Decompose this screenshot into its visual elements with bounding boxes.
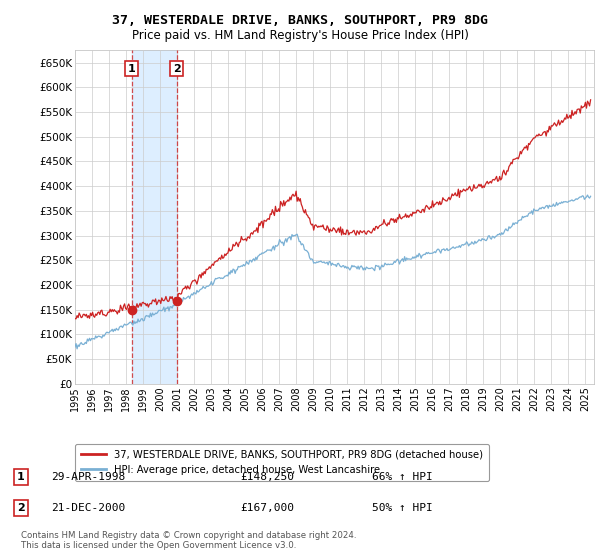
Text: 1: 1: [17, 472, 25, 482]
Bar: [131, 50, 176, 384]
Text: 50% ↑ HPI: 50% ↑ HPI: [372, 503, 433, 513]
Legend: 37, WESTERDALE DRIVE, BANKS, SOUTHPORT, PR9 8DG (detached house), HPI: Average p: 37, WESTERDALE DRIVE, BANKS, SOUTHPORT, …: [75, 444, 489, 480]
Text: 1: 1: [128, 64, 136, 74]
Text: Contains HM Land Registry data © Crown copyright and database right 2024.
This d: Contains HM Land Registry data © Crown c…: [21, 530, 356, 550]
Text: Price paid vs. HM Land Registry's House Price Index (HPI): Price paid vs. HM Land Registry's House …: [131, 29, 469, 42]
Text: 21-DEC-2000: 21-DEC-2000: [51, 503, 125, 513]
Text: 2: 2: [17, 503, 25, 513]
Text: 29-APR-1998: 29-APR-1998: [51, 472, 125, 482]
Text: 66% ↑ HPI: 66% ↑ HPI: [372, 472, 433, 482]
Text: 2: 2: [173, 64, 181, 74]
Text: £167,000: £167,000: [240, 503, 294, 513]
Text: £148,250: £148,250: [240, 472, 294, 482]
Text: 37, WESTERDALE DRIVE, BANKS, SOUTHPORT, PR9 8DG: 37, WESTERDALE DRIVE, BANKS, SOUTHPORT, …: [112, 14, 488, 27]
